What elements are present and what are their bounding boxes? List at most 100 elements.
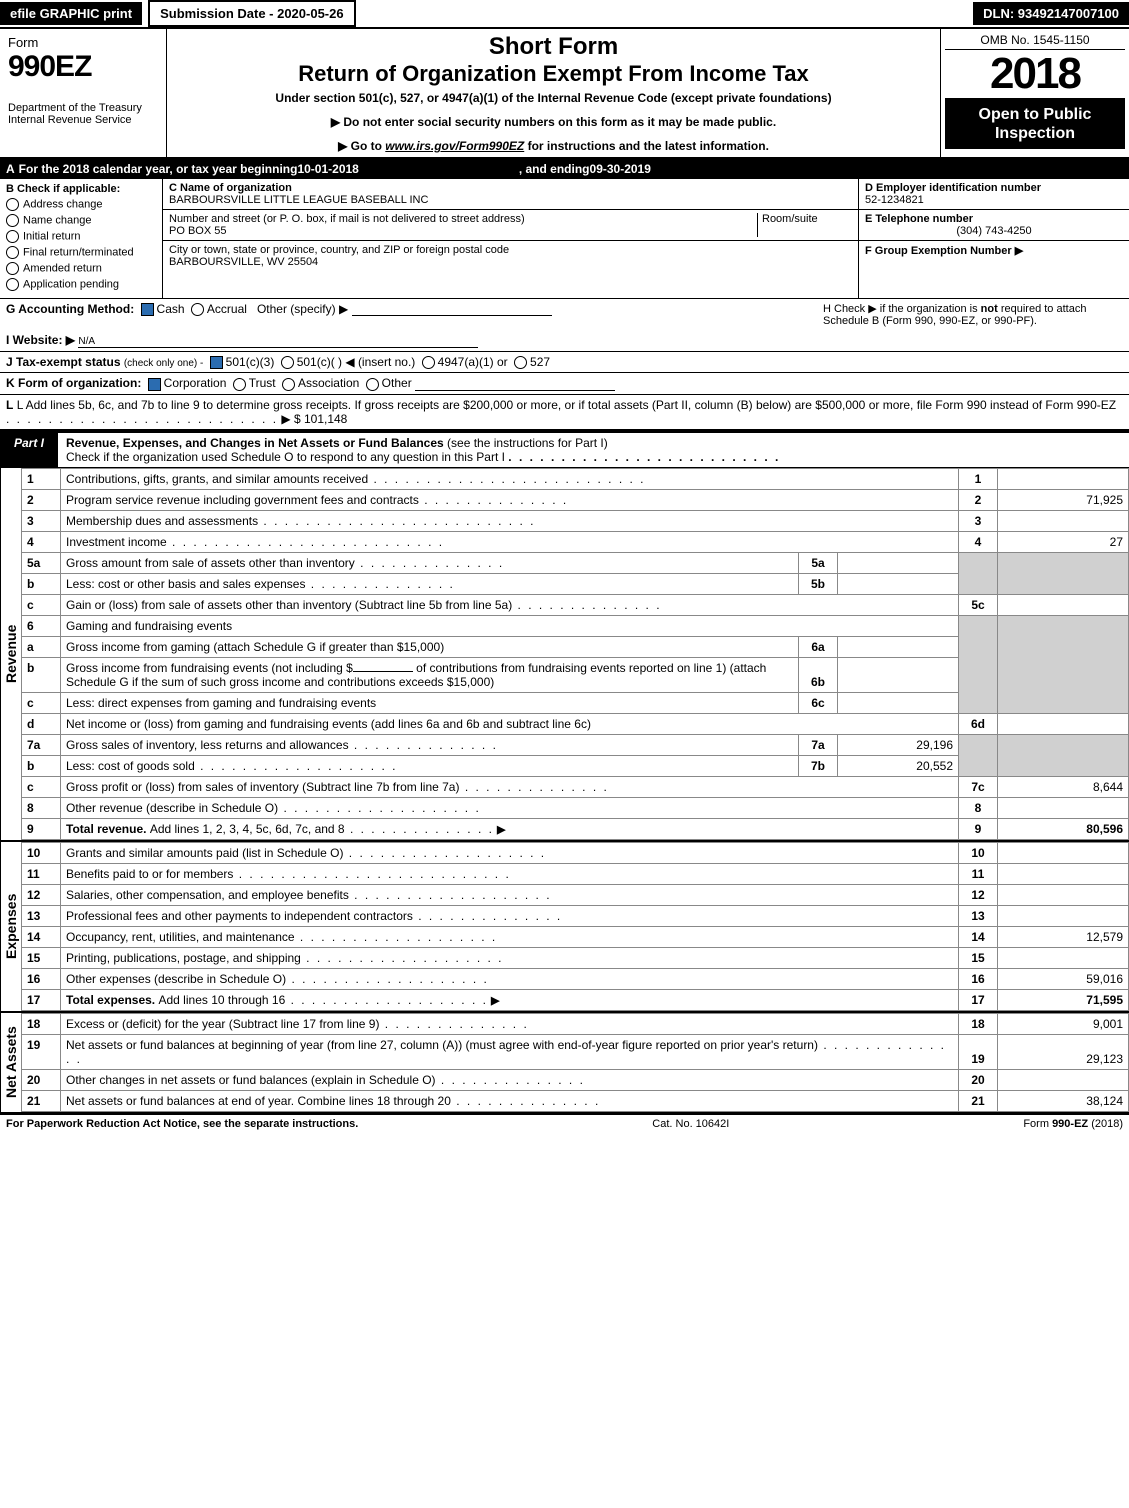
row-gh: G Accounting Method: Cash Accrual Other … bbox=[0, 299, 1129, 330]
val-18: 9,001 bbox=[998, 1013, 1129, 1034]
tax-year-begin: 10-01-2018 bbox=[297, 162, 358, 176]
form-number: 990EZ bbox=[8, 50, 158, 84]
title-short-form: Short Form bbox=[175, 33, 932, 61]
note-goto: ▶ Go to www.irs.gov/Form990EZ for instru… bbox=[175, 139, 932, 153]
val-21: 38,124 bbox=[998, 1090, 1129, 1111]
val-19: 29,123 bbox=[998, 1034, 1129, 1069]
netassets-section: Net Assets 18Excess or (deficit) for the… bbox=[0, 1013, 1129, 1114]
line-13: 13Professional fees and other payments t… bbox=[22, 905, 1129, 926]
revenue-label: Revenue bbox=[0, 468, 21, 840]
part1-header: Part I Revenue, Expenses, and Changes in… bbox=[0, 431, 1129, 468]
c-room-label: Room/suite bbox=[762, 213, 818, 225]
phone-value: (304) 743-4250 bbox=[865, 225, 1123, 237]
irs-label: Internal Revenue Service bbox=[8, 114, 132, 126]
line-17: 17Total expenses. Add lines 10 through 1… bbox=[22, 989, 1129, 1010]
revenue-table: 1Contributions, gifts, grants, and simil… bbox=[21, 468, 1129, 840]
chk-application-pending[interactable] bbox=[6, 278, 19, 291]
radio-501c[interactable] bbox=[281, 356, 294, 369]
submission-date: Submission Date - 2020-05-26 bbox=[148, 0, 356, 27]
expenses-table: 10Grants and similar amounts paid (list … bbox=[21, 842, 1129, 1011]
expenses-section: Expenses 10Grants and similar amounts pa… bbox=[0, 842, 1129, 1013]
page-footer: For Paperwork Reduction Act Notice, see … bbox=[0, 1114, 1129, 1133]
chk-address-change[interactable] bbox=[6, 198, 19, 211]
gross-receipts: $ 101,148 bbox=[294, 412, 347, 426]
radio-trust[interactable] bbox=[233, 378, 246, 391]
header-left: Form 990EZ Department of the Treasury In… bbox=[0, 29, 167, 157]
line-1: 1Contributions, gifts, grants, and simil… bbox=[22, 468, 1129, 489]
line-3: 3Membership dues and assessments3 bbox=[22, 510, 1129, 531]
tax-year: 2018 bbox=[945, 50, 1125, 99]
radio-association[interactable] bbox=[282, 378, 295, 391]
val-9: 80,596 bbox=[998, 818, 1129, 839]
irs-link[interactable]: www.irs.gov/Form990EZ bbox=[385, 139, 524, 153]
col-b: B Check if applicable: Address change Na… bbox=[0, 179, 163, 298]
line-4: 4Investment income427 bbox=[22, 531, 1129, 552]
part1-check-text: Check if the organization used Schedule … bbox=[66, 450, 505, 464]
g-label: G Accounting Method: bbox=[6, 302, 134, 316]
line-14: 14Occupancy, rent, utilities, and mainte… bbox=[22, 926, 1129, 947]
val-2: 71,925 bbox=[998, 489, 1129, 510]
line-6: 6Gaming and fundraising events bbox=[22, 615, 1129, 636]
radio-other-org[interactable] bbox=[366, 378, 379, 391]
c-name-label: C Name of organization bbox=[169, 182, 292, 194]
line-7c: cGross profit or (loss) from sales of in… bbox=[22, 776, 1129, 797]
line-2: 2Program service revenue including gover… bbox=[22, 489, 1129, 510]
row-a-label: A bbox=[6, 162, 15, 176]
line-11: 11Benefits paid to or for members11 bbox=[22, 863, 1129, 884]
form-word: Form bbox=[8, 35, 158, 50]
val-7b: 20,552 bbox=[838, 755, 959, 776]
line-19: 19Net assets or fund balances at beginni… bbox=[22, 1034, 1129, 1069]
col-b-title: B Check if applicable: bbox=[6, 183, 156, 195]
part1-tab: Part I bbox=[0, 433, 58, 467]
subtitle: Under section 501(c), 527, or 4947(a)(1)… bbox=[175, 91, 932, 105]
val-7a: 29,196 bbox=[838, 734, 959, 755]
chk-amended-return[interactable] bbox=[6, 262, 19, 275]
netassets-table: 18Excess or (deficit) for the year (Subt… bbox=[21, 1013, 1129, 1112]
open-inspection: Open to Public Inspection bbox=[945, 99, 1125, 149]
row-i: I Website: ▶ N/A bbox=[0, 330, 1129, 352]
i-label: I Website: ▶ bbox=[6, 333, 75, 347]
radio-4947[interactable] bbox=[422, 356, 435, 369]
chk-initial-return[interactable] bbox=[6, 230, 19, 243]
dln-label: DLN: 93492147007100 bbox=[973, 2, 1129, 25]
chk-501c3[interactable] bbox=[210, 356, 223, 369]
chk-name-change[interactable] bbox=[6, 214, 19, 227]
identity-block: B Check if applicable: Address change Na… bbox=[0, 179, 1129, 299]
top-bar: efile GRAPHIC print Submission Date - 20… bbox=[0, 0, 1129, 29]
header-center: Short Form Return of Organization Exempt… bbox=[167, 29, 941, 157]
chk-corporation[interactable] bbox=[148, 378, 161, 391]
d-label: D Employer identification number bbox=[865, 182, 1041, 194]
k-label: K Form of organization: bbox=[6, 376, 141, 390]
website-value: N/A bbox=[78, 336, 478, 348]
radio-accrual[interactable] bbox=[191, 303, 204, 316]
chk-cash[interactable] bbox=[141, 303, 154, 316]
line-18: 18Excess or (deficit) for the year (Subt… bbox=[22, 1013, 1129, 1034]
org-city: BARBOURSVILLE, WV 25504 bbox=[169, 256, 318, 268]
tax-year-end: 09-30-2019 bbox=[590, 162, 651, 176]
footer-right: Form 990-EZ (2018) bbox=[1023, 1118, 1123, 1130]
line-8: 8Other revenue (describe in Schedule O)8 bbox=[22, 797, 1129, 818]
j-label: J Tax-exempt status bbox=[6, 355, 121, 369]
line-5c: cGain or (loss) from sale of assets othe… bbox=[22, 594, 1129, 615]
chk-final-return[interactable] bbox=[6, 246, 19, 259]
radio-527[interactable] bbox=[514, 356, 527, 369]
row-j: J Tax-exempt status (check only one) - 5… bbox=[0, 352, 1129, 373]
line-12: 12Salaries, other compensation, and empl… bbox=[22, 884, 1129, 905]
netassets-label: Net Assets bbox=[0, 1013, 21, 1112]
c-city-label: City or town, state or province, country… bbox=[169, 244, 509, 256]
line-15: 15Printing, publications, postage, and s… bbox=[22, 947, 1129, 968]
ein-value: 52-1234821 bbox=[865, 194, 924, 206]
line-7a: 7aGross sales of inventory, less returns… bbox=[22, 734, 1129, 755]
row-h: H Check ▶ if the organization is not req… bbox=[817, 299, 1129, 330]
footer-mid: Cat. No. 10642I bbox=[652, 1118, 729, 1130]
expenses-label: Expenses bbox=[0, 842, 21, 1011]
header-right: OMB No. 1545-1150 2018 Open to Public In… bbox=[941, 29, 1129, 157]
org-name: BARBOURSVILLE LITTLE LEAGUE BASEBALL INC bbox=[169, 194, 428, 206]
col-c: C Name of organization BARBOURSVILLE LIT… bbox=[163, 179, 859, 298]
omb-number: OMB No. 1545-1150 bbox=[945, 33, 1125, 50]
dept-label: Department of the Treasury bbox=[8, 102, 142, 114]
line-6d: dNet income or (loss) from gaming and fu… bbox=[22, 713, 1129, 734]
note-ssn: ▶ Do not enter social security numbers o… bbox=[175, 115, 932, 129]
efile-label[interactable]: efile GRAPHIC print bbox=[0, 2, 142, 25]
form-header: Form 990EZ Department of the Treasury In… bbox=[0, 29, 1129, 159]
